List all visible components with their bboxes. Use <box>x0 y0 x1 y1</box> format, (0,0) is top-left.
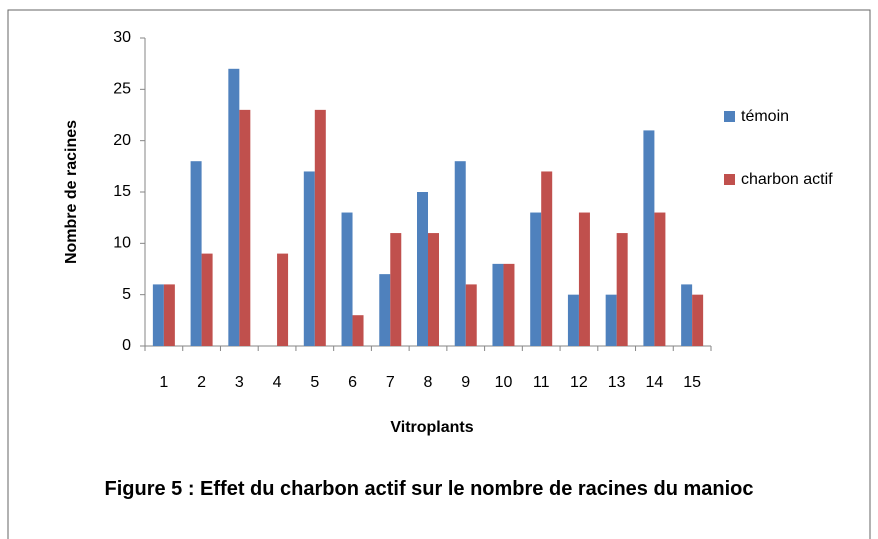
x-tick-label: 11 <box>533 374 550 391</box>
x-tick-label: 5 <box>310 374 319 391</box>
x-tick-label: 7 <box>386 374 395 391</box>
bar <box>277 253 289 346</box>
bar <box>503 263 515 346</box>
bar <box>201 253 213 346</box>
bar <box>454 161 466 346</box>
bar <box>352 315 364 346</box>
x-tick-label: 2 <box>197 374 206 391</box>
bar <box>681 284 693 346</box>
x-tick-label: 3 <box>235 374 244 391</box>
bar <box>341 212 353 346</box>
bar <box>605 294 617 346</box>
y-tick-label: 15 <box>113 183 131 200</box>
y-tick-label: 5 <box>122 286 131 303</box>
x-tick-label: 12 <box>570 374 588 391</box>
bar <box>228 68 240 347</box>
y-tick-label: 10 <box>113 235 131 252</box>
legend-swatch <box>724 174 735 185</box>
frame <box>7 9 871 539</box>
bar <box>654 212 666 346</box>
bar <box>692 294 704 346</box>
bar <box>465 284 477 346</box>
x-tick-label: 1 <box>159 374 168 391</box>
bar <box>417 192 428 346</box>
bar <box>643 130 655 346</box>
bar <box>578 212 590 346</box>
x-tick-label: 10 <box>495 374 513 391</box>
bar <box>314 109 326 346</box>
bar <box>303 171 315 346</box>
x-tick-label: 8 <box>424 374 433 391</box>
bar <box>379 274 391 346</box>
y-tick-label: 30 <box>113 29 131 46</box>
x-tick-label: 15 <box>683 374 701 391</box>
bar <box>492 263 504 346</box>
bar <box>541 171 553 346</box>
x-tick-label: 9 <box>461 374 470 391</box>
x-tick-label: 4 <box>273 374 282 391</box>
x-axis-label: Vitroplants <box>390 419 473 436</box>
bar <box>163 284 175 346</box>
bar <box>239 109 251 346</box>
bar <box>152 284 164 346</box>
y-tick-label: 25 <box>113 81 131 98</box>
legend-label: charbon actif <box>741 171 833 188</box>
y-tick-label: 20 <box>113 132 131 149</box>
x-tick-label: 14 <box>646 374 664 391</box>
y-axis-label: Nombre de racines <box>63 120 80 264</box>
bar <box>190 161 202 346</box>
legend-label: témoin <box>741 108 789 125</box>
bar <box>567 294 579 346</box>
bar <box>616 233 628 346</box>
bar <box>390 233 402 346</box>
caption: Figure 5 : Effet du charbon actif sur le… <box>104 478 754 500</box>
y-tick-label: 0 <box>122 337 131 354</box>
bar <box>428 233 439 346</box>
legend-swatch <box>724 111 735 122</box>
x-tick-label: 6 <box>348 374 357 391</box>
x-tick-label: 13 <box>608 374 626 391</box>
bar <box>530 212 542 346</box>
